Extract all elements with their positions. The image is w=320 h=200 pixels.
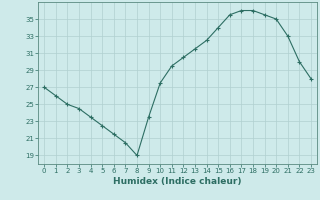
X-axis label: Humidex (Indice chaleur): Humidex (Indice chaleur) — [113, 177, 242, 186]
